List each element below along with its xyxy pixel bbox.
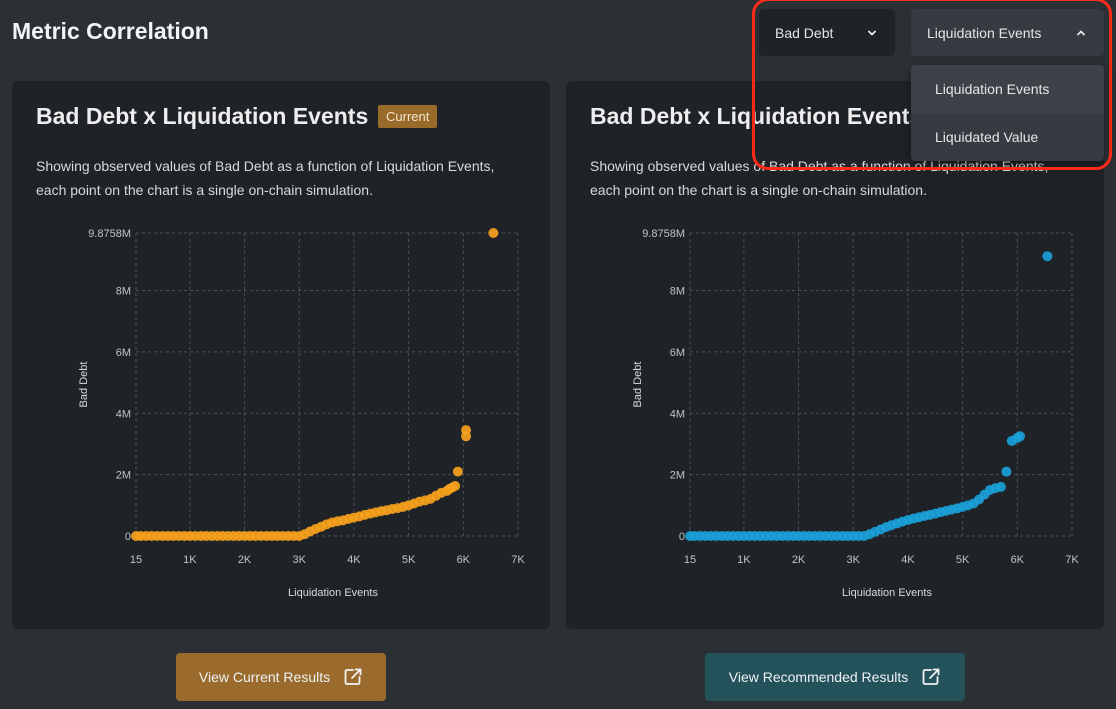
x-tick-label: 2K bbox=[792, 554, 806, 566]
view-recommended-results-label: View Recommended Results bbox=[728, 669, 909, 685]
x-tick-label: 6K bbox=[457, 554, 471, 566]
event-dropdown-menu: Liquidation Events Liquidated Value bbox=[911, 65, 1104, 161]
data-point bbox=[450, 480, 461, 491]
data-point bbox=[995, 481, 1006, 492]
data-point bbox=[1042, 251, 1053, 262]
event-select-label: Liquidation Events bbox=[927, 24, 1042, 41]
recommended-chart-card: Bad Debt x Liquidation Events Showing ob… bbox=[566, 81, 1104, 629]
x-tick-label: 4K bbox=[901, 554, 915, 566]
data-point bbox=[461, 425, 472, 436]
y-tick-label: 4M bbox=[116, 408, 131, 420]
event-select[interactable]: Liquidation Events bbox=[911, 9, 1104, 56]
x-tick-label: 5K bbox=[402, 554, 416, 566]
x-tick-label: 1K bbox=[183, 554, 197, 566]
y-tick-label: 8M bbox=[116, 286, 131, 298]
y-tick-label: 6M bbox=[670, 347, 685, 359]
y-tick-label: 0 bbox=[679, 531, 685, 543]
data-point bbox=[1001, 466, 1012, 477]
current-description: Showing observed values of Bad Debt as a… bbox=[36, 158, 495, 198]
y-tick-label: 4M bbox=[670, 408, 685, 420]
y-axis-title: Bad Debt bbox=[632, 362, 644, 408]
y-tick-label: 0 bbox=[125, 531, 131, 543]
y-tick-label: 2M bbox=[116, 470, 131, 482]
data-point bbox=[452, 466, 463, 477]
y-axis-title: Bad Debt bbox=[78, 362, 90, 408]
x-tick-label: 15 bbox=[130, 554, 142, 566]
chevron-up-icon bbox=[1077, 29, 1085, 35]
x-tick-label: 6K bbox=[1011, 554, 1025, 566]
x-axis-title: Liquidation Events bbox=[842, 587, 932, 599]
x-tick-label: 7K bbox=[511, 554, 525, 566]
y-tick-label: 9.8758M bbox=[88, 228, 131, 240]
menu-item-liquidated-value[interactable]: Liquidated Value bbox=[935, 129, 1039, 145]
recommended-description: Showing observed values of Bad Debt as a… bbox=[590, 158, 1049, 198]
x-tick-label: 5K bbox=[956, 554, 970, 566]
menu-item-liquidation-events[interactable]: Liquidation Events bbox=[911, 65, 1104, 113]
metric-select-label: Bad Debt bbox=[775, 24, 834, 41]
current-card-title: Bad Debt x Liquidation Events bbox=[36, 103, 369, 129]
x-tick-label: 15 bbox=[684, 554, 696, 566]
x-tick-label: 1K bbox=[737, 554, 751, 566]
x-tick-label: 3K bbox=[847, 554, 861, 566]
recommended-scatter-chart: 15 1K 2K 3K 4K 5K 6K 7K 0 2M 4M 6M 8M 9.8758M Liquidat… bbox=[632, 228, 1079, 599]
chevron-down-icon bbox=[868, 30, 876, 36]
external-link-icon bbox=[344, 668, 362, 685]
page-title: Metric Correlation bbox=[12, 18, 209, 44]
x-axis-title: Liquidation Events bbox=[288, 587, 378, 599]
y-tick-label: 9.8758M bbox=[642, 228, 685, 240]
external-link-icon bbox=[922, 668, 940, 685]
metric-select[interactable]: Bad Debt bbox=[759, 9, 895, 56]
view-current-results-button[interactable]: View Current Results bbox=[176, 653, 386, 701]
recommended-card-title: Bad Debt x Liquidation Events bbox=[590, 103, 923, 129]
x-tick-label: 2K bbox=[238, 554, 252, 566]
view-current-results-label: View Current Results bbox=[198, 669, 331, 685]
current-badge: Current bbox=[378, 105, 438, 128]
current-scatter-chart: 15 1K 2K 3K 4K 5K 6K 7K 0 2M 4M 6M 8M 9.8758M Liquidat… bbox=[78, 228, 525, 599]
current-chart-card: Bad Debt x Liquidation Events Current Sh… bbox=[12, 81, 550, 629]
data-point bbox=[1015, 431, 1026, 442]
y-tick-label: 8M bbox=[670, 286, 685, 298]
x-tick-label: 3K bbox=[293, 554, 307, 566]
x-tick-label: 4K bbox=[347, 554, 361, 566]
x-tick-label: 7K bbox=[1065, 554, 1079, 566]
y-tick-label: 2M bbox=[670, 470, 685, 482]
data-point bbox=[488, 228, 499, 238]
y-tick-label: 6M bbox=[116, 347, 131, 359]
view-recommended-results-button[interactable]: View Recommended Results bbox=[705, 653, 965, 701]
